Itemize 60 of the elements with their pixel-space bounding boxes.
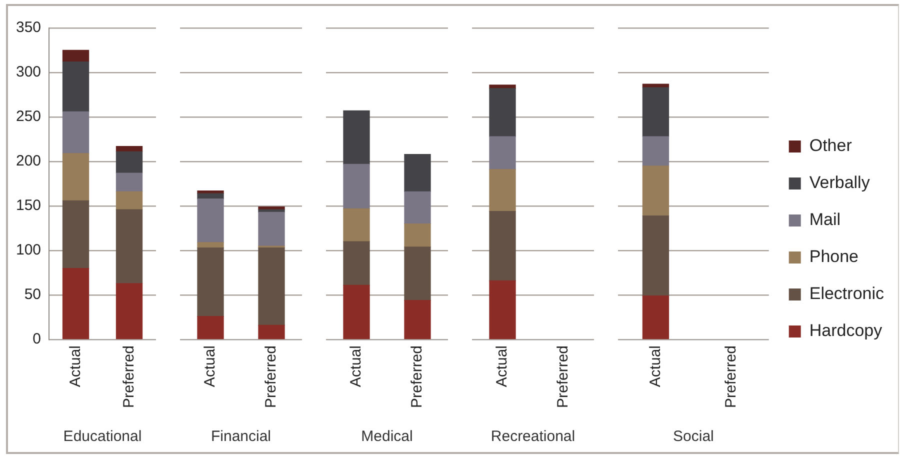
bar (62, 61, 90, 112)
bar (404, 154, 431, 192)
bar (116, 191, 143, 210)
bar (258, 247, 285, 326)
bar (197, 242, 224, 248)
y-tick-label: 200 (16, 152, 42, 170)
x-axis-title: Social (673, 428, 714, 446)
bar (116, 151, 143, 174)
bar (404, 246, 431, 301)
x-tick-label: Actual (202, 345, 219, 388)
bar (62, 153, 90, 201)
y-tick-label: 350 (16, 19, 42, 36)
bar (258, 212, 285, 246)
bar (116, 283, 143, 340)
bar (116, 172, 143, 192)
x-tick-label: Actual (348, 345, 365, 388)
bar (258, 209, 285, 213)
x-axis-title: Recreational (490, 428, 576, 446)
x-tick-label: Preferred (120, 345, 138, 408)
bar (116, 146, 143, 152)
legend-label: Other (809, 136, 852, 156)
legend-label: Electronic (809, 284, 884, 304)
bar (197, 316, 224, 340)
bar (197, 198, 224, 243)
bar (343, 110, 370, 164)
bar (343, 164, 370, 209)
bar (404, 300, 431, 340)
y-tick-label: 300 (16, 64, 42, 81)
legend-label: Mail (809, 210, 841, 230)
y-tick-label: 150 (16, 197, 42, 214)
y-tick-label: 100 (16, 242, 42, 259)
x-tick-label: Preferred (554, 345, 572, 408)
x-tick-label: Preferred (408, 345, 426, 408)
x-tick-label: Actual (494, 345, 511, 388)
bar (343, 284, 370, 340)
legend-label: Verbally (809, 173, 870, 192)
bar (62, 268, 90, 340)
x-tick-label: Actual (66, 345, 84, 388)
x-tick-label: Actual (646, 345, 664, 388)
bar (404, 223, 431, 248)
x-axis-title: Medical (361, 428, 413, 446)
x-axis-title: Financial (210, 428, 272, 446)
x-tick-label: Preferred (262, 345, 280, 408)
x-axis-title: Educational (63, 428, 142, 446)
bar (404, 191, 431, 224)
y-tick-label: 250 (16, 108, 42, 126)
y-tick-label: 50 (24, 286, 42, 304)
bar (197, 247, 224, 317)
bar (62, 200, 90, 269)
legend-label: Hardcopy (809, 321, 883, 340)
y-tick-label: 0 (32, 330, 42, 348)
bar (62, 111, 90, 154)
bar (258, 324, 285, 340)
legend-label: Phone (809, 247, 859, 266)
bar (62, 50, 90, 62)
bar (343, 241, 370, 286)
bar (116, 209, 143, 284)
bar (197, 193, 224, 200)
bar (343, 208, 370, 242)
x-tick-label: Preferred (722, 345, 740, 408)
